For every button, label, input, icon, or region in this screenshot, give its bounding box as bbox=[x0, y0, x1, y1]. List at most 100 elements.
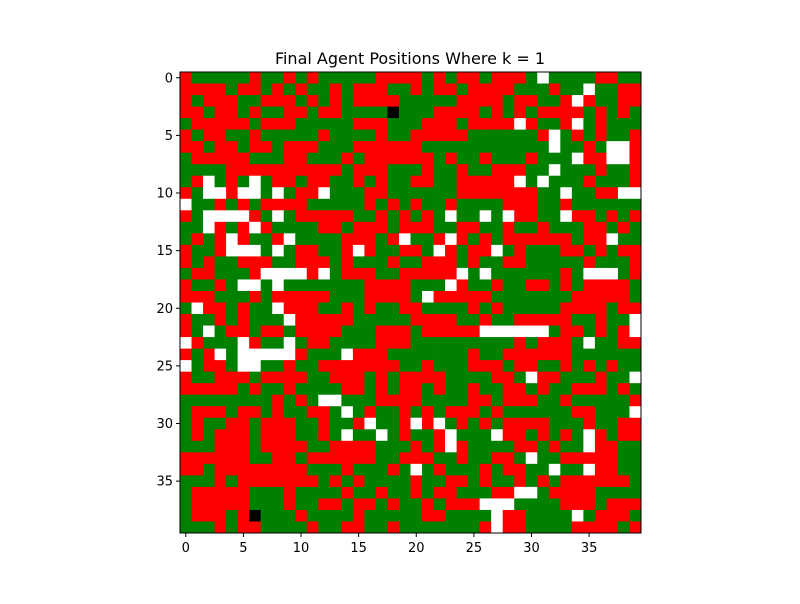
heatmap-cell bbox=[387, 360, 400, 373]
heatmap-cell bbox=[375, 475, 388, 488]
heatmap-cell bbox=[283, 175, 296, 188]
heatmap-cell bbox=[283, 325, 296, 338]
heatmap-cell bbox=[422, 210, 434, 223]
heatmap-cell bbox=[329, 164, 342, 177]
heatmap-cell bbox=[306, 463, 319, 476]
heatmap-cell bbox=[445, 475, 457, 488]
heatmap-cell bbox=[191, 129, 204, 142]
heatmap-cell bbox=[548, 417, 561, 430]
heatmap-cell bbox=[571, 198, 584, 211]
heatmap-cell bbox=[341, 198, 354, 211]
heatmap-cell bbox=[341, 452, 354, 465]
heatmap-cell bbox=[226, 440, 239, 453]
heatmap-cell bbox=[226, 210, 239, 223]
heatmap-cell bbox=[606, 383, 619, 396]
heatmap-cell bbox=[548, 290, 561, 303]
heatmap-cell bbox=[398, 475, 411, 488]
heatmap-cell bbox=[249, 83, 262, 96]
heatmap-cell bbox=[456, 521, 469, 534]
heatmap-cell bbox=[306, 371, 319, 384]
heatmap-cell bbox=[617, 509, 630, 522]
heatmap-cell bbox=[249, 452, 262, 465]
heatmap-cell bbox=[456, 198, 469, 211]
heatmap-cell bbox=[249, 267, 262, 280]
heatmap-cell bbox=[306, 417, 319, 430]
heatmap-cell bbox=[306, 498, 319, 511]
heatmap-cell bbox=[445, 417, 457, 430]
heatmap-cell bbox=[560, 406, 573, 419]
heatmap-cell bbox=[272, 141, 285, 154]
heatmap-cell bbox=[214, 486, 227, 499]
heatmap-cell bbox=[364, 475, 377, 488]
heatmap-cell bbox=[203, 221, 215, 234]
heatmap-cell bbox=[364, 267, 377, 280]
heatmap-cell bbox=[560, 141, 573, 154]
heatmap-cell bbox=[272, 348, 285, 361]
heatmap-cell bbox=[191, 72, 204, 84]
heatmap-cell bbox=[629, 95, 642, 107]
heatmap-cell bbox=[352, 129, 365, 142]
heatmap-cell bbox=[375, 164, 388, 177]
heatmap-cell bbox=[491, 429, 504, 442]
heatmap-cell bbox=[537, 290, 550, 303]
heatmap-cell bbox=[180, 164, 192, 177]
heatmap-cell bbox=[410, 417, 423, 430]
heatmap-cell bbox=[249, 521, 262, 534]
heatmap-cell bbox=[352, 233, 365, 246]
heatmap-cell bbox=[525, 233, 538, 246]
heatmap-cell bbox=[387, 141, 400, 154]
heatmap-cell bbox=[191, 233, 204, 246]
heatmap-cell bbox=[537, 210, 550, 223]
heatmap-cell bbox=[594, 509, 607, 522]
heatmap-cell bbox=[479, 337, 492, 349]
heatmap-cell bbox=[375, 440, 388, 453]
heatmap-cell bbox=[295, 302, 308, 315]
heatmap-cell bbox=[272, 360, 285, 373]
y-tick-label: 5 bbox=[165, 129, 173, 144]
heatmap-cell bbox=[422, 221, 434, 234]
heatmap-cell bbox=[629, 486, 642, 499]
heatmap-cell bbox=[191, 267, 204, 280]
heatmap-cell bbox=[272, 106, 285, 119]
heatmap-cell bbox=[329, 221, 342, 234]
heatmap-cell bbox=[410, 394, 423, 407]
heatmap-cell bbox=[583, 129, 596, 142]
heatmap-cell bbox=[375, 486, 388, 499]
heatmap-cell bbox=[433, 175, 446, 188]
heatmap-cell bbox=[398, 509, 411, 522]
heatmap-cell bbox=[433, 452, 446, 465]
heatmap-cell bbox=[272, 521, 285, 534]
heatmap-cell bbox=[352, 256, 365, 269]
heatmap-cell bbox=[433, 198, 446, 211]
heatmap-cell bbox=[479, 521, 492, 534]
heatmap-cell bbox=[375, 314, 388, 326]
heatmap-cell bbox=[226, 486, 239, 499]
heatmap-cell bbox=[433, 475, 446, 488]
heatmap-cell bbox=[617, 314, 630, 326]
heatmap-cells bbox=[180, 72, 642, 534]
heatmap-cell bbox=[594, 486, 607, 499]
heatmap-cell bbox=[560, 175, 573, 188]
heatmap-cell bbox=[456, 383, 469, 396]
heatmap-cell bbox=[398, 498, 411, 511]
heatmap-cell bbox=[479, 129, 492, 142]
heatmap-cell bbox=[537, 360, 550, 373]
heatmap-cell bbox=[341, 152, 354, 165]
heatmap-cell bbox=[375, 360, 388, 373]
heatmap-cell bbox=[571, 509, 584, 522]
heatmap-cell bbox=[375, 175, 388, 188]
heatmap-cell bbox=[375, 152, 388, 165]
heatmap-cell bbox=[617, 129, 630, 142]
heatmap-cell bbox=[445, 486, 457, 499]
heatmap-cell bbox=[479, 429, 492, 442]
heatmap-cell bbox=[203, 486, 215, 499]
heatmap-cell bbox=[398, 371, 411, 384]
heatmap-cell bbox=[398, 394, 411, 407]
heatmap-cell bbox=[283, 187, 296, 200]
heatmap-cell bbox=[594, 348, 607, 361]
heatmap-cell bbox=[548, 406, 561, 419]
heatmap-cell bbox=[180, 394, 192, 407]
heatmap-cell bbox=[249, 129, 262, 142]
heatmap-cell bbox=[375, 221, 388, 234]
